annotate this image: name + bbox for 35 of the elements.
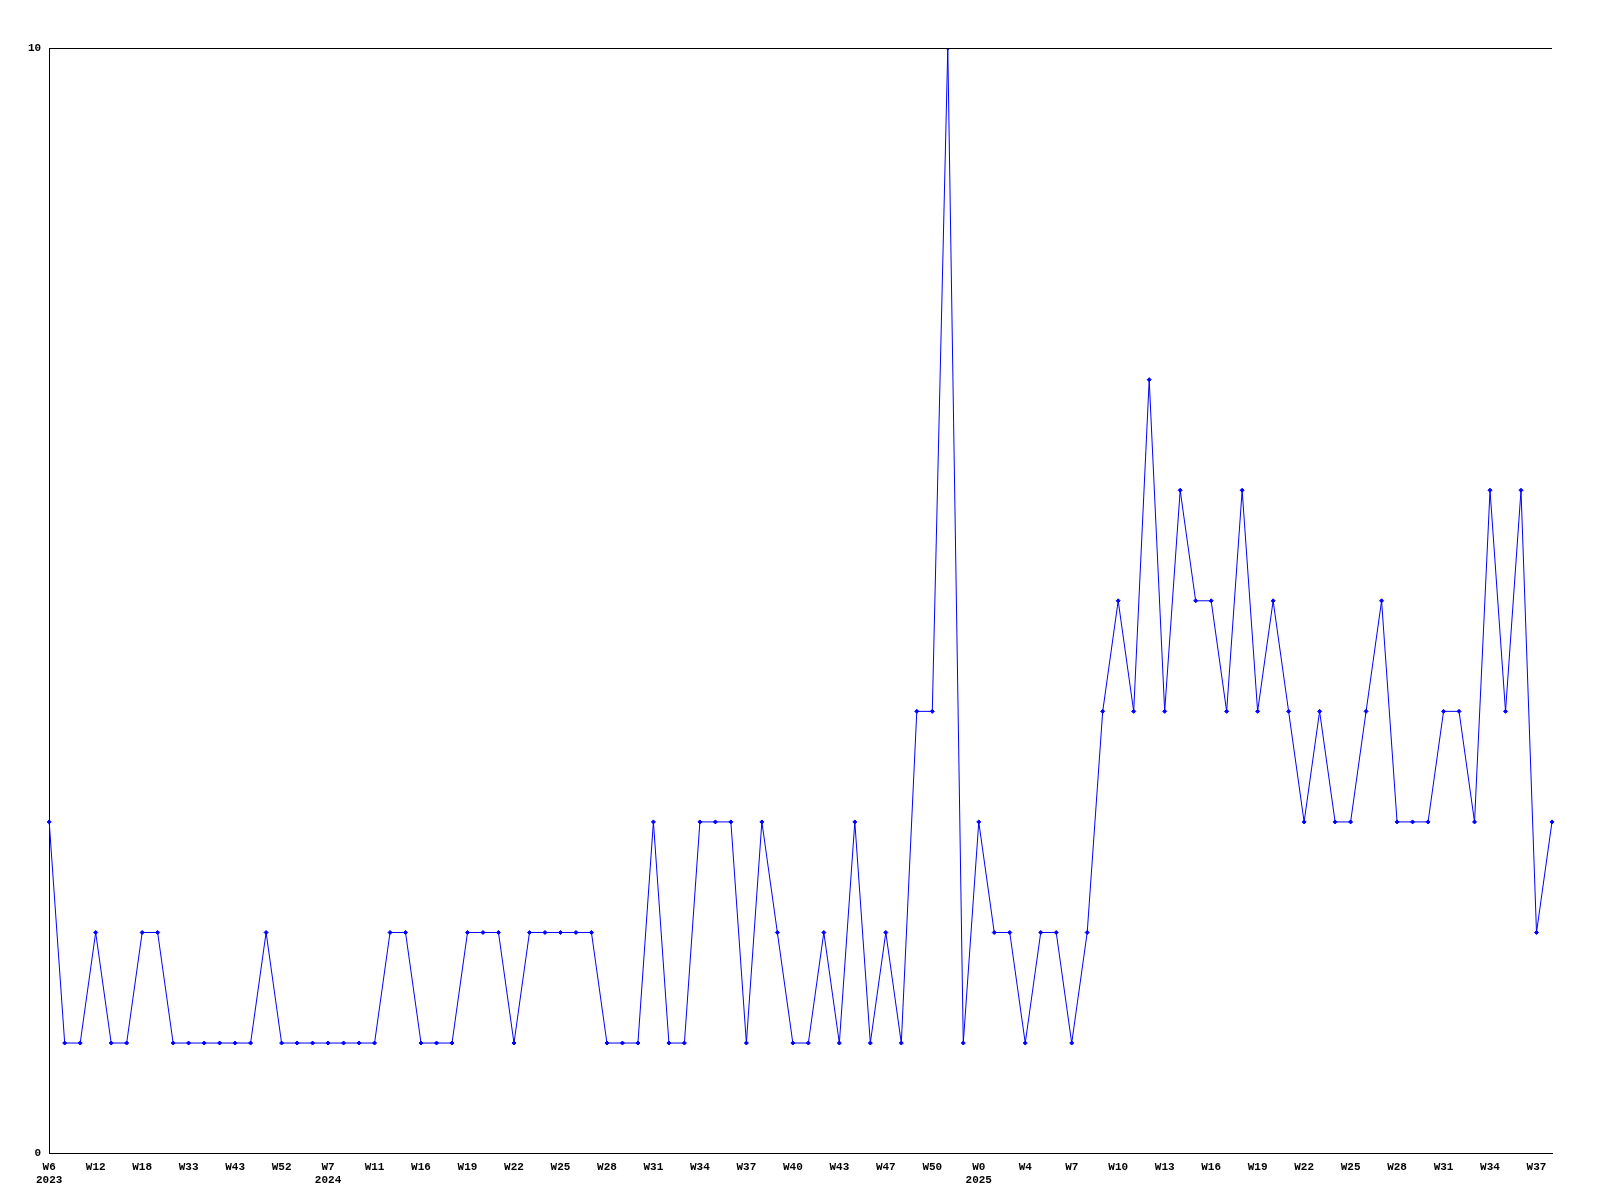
x-tick-label: W13	[1154, 1160, 1175, 1173]
y-tick-label: 0	[34, 1147, 42, 1160]
x-tick-label: W22	[1294, 1160, 1315, 1173]
x-tick-label: W43	[225, 1160, 246, 1173]
x-tick-label: W16	[411, 1160, 431, 1173]
x-tick-label: W6 2023	[36, 1160, 63, 1187]
x-tick-label: W43	[829, 1160, 850, 1173]
x-tick-label: W37	[736, 1160, 757, 1173]
x-tick-label: W18	[132, 1160, 153, 1173]
x-tick-label: W28	[1387, 1160, 1408, 1173]
x-tick-label: W11	[364, 1160, 385, 1173]
x-tick-label: W22	[504, 1160, 524, 1173]
x-tick-label: W25	[1340, 1160, 1361, 1173]
x-tick-label: W19	[457, 1160, 478, 1173]
x-tick-label: W0 2025	[965, 1160, 993, 1187]
x-tick-label: W47	[875, 1160, 896, 1173]
x-tick-label: W7	[1065, 1160, 1079, 1173]
x-tick-label: W25	[550, 1160, 571, 1173]
x-tick-label: W7 2024	[314, 1160, 342, 1187]
x-tick-label: W16	[1201, 1160, 1222, 1173]
x-tick-label: W31	[643, 1160, 664, 1173]
x-tick-label: W34	[1480, 1160, 1501, 1173]
x-tick-label: W19	[1247, 1160, 1268, 1173]
x-tick-label: W52	[271, 1160, 292, 1173]
x-tick-label: W34	[689, 1160, 711, 1173]
y-tick-label: 10	[28, 41, 42, 54]
x-tick-label: W4	[1018, 1160, 1033, 1173]
x-tick-label: W40	[782, 1160, 803, 1173]
x-tick-label: W31	[1433, 1160, 1454, 1173]
x-tick-label: W10	[1108, 1160, 1129, 1173]
x-tick-label: W37	[1526, 1160, 1547, 1173]
x-tick-label: W12	[85, 1160, 106, 1173]
x-tick-label: W50	[922, 1160, 943, 1173]
x-tick-label: W33	[178, 1160, 199, 1173]
x-tick-label: W28	[597, 1160, 618, 1173]
